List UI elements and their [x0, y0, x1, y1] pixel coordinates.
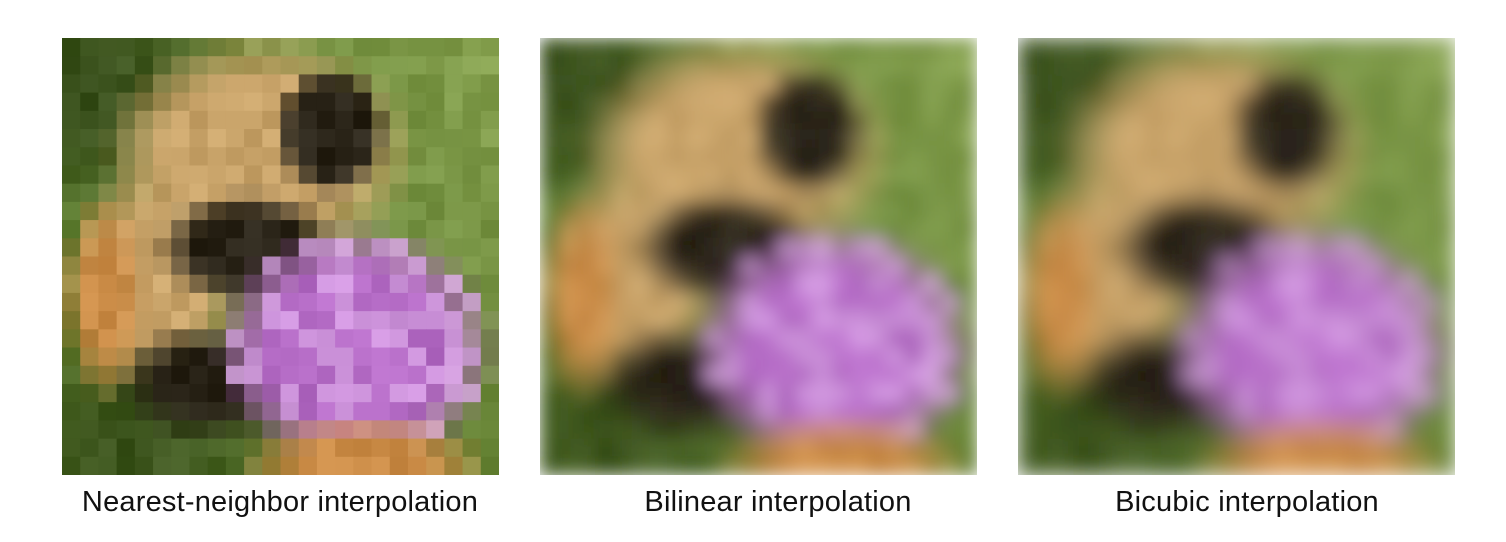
photo-bee-on-flower — [1018, 38, 1455, 475]
photo-bee-on-flower — [62, 38, 499, 475]
bicubic-image — [1018, 38, 1455, 475]
bilinear-image — [540, 38, 977, 475]
nearest-neighbor-caption: Nearest-neighbor interpolation — [81, 486, 479, 518]
photo-bee-on-flower — [540, 38, 977, 475]
nearest-neighbor-image — [62, 38, 499, 475]
bilinear-caption: Bilinear interpolation — [644, 486, 912, 518]
bicubic-caption: Bicubic interpolation — [1115, 486, 1379, 518]
